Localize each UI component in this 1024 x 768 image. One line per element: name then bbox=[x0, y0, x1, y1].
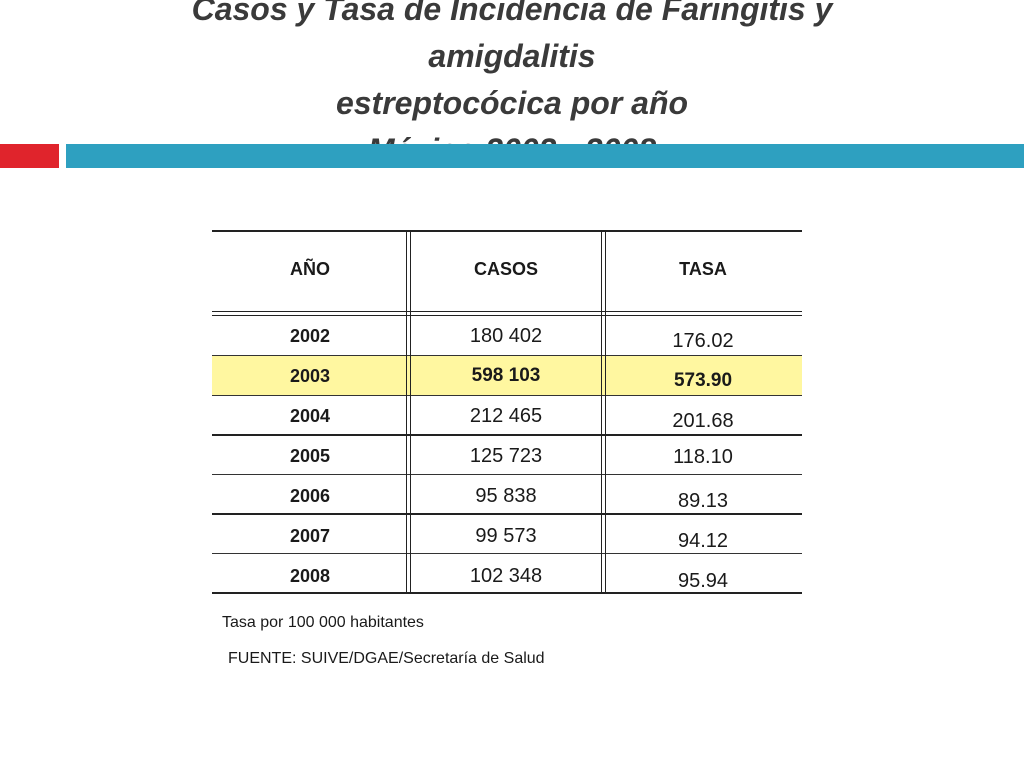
year-cell: 2007 bbox=[289, 525, 331, 546]
rate-cell: 118.10 bbox=[673, 445, 733, 468]
table-row: 2004 212 465 201.68 bbox=[212, 396, 802, 436]
cases-cell: 598 103 bbox=[471, 365, 541, 386]
year-cell: 2002 bbox=[289, 325, 331, 346]
table-row: 2006 95 838 89.13 bbox=[212, 476, 802, 516]
cases-cell: 125 723 bbox=[469, 444, 543, 467]
row-divider bbox=[212, 553, 802, 554]
title-line-2: amigdalitis bbox=[428, 38, 596, 74]
title-line-1: Casos y Tasa de Incidencia de Faringitis… bbox=[191, 0, 833, 27]
accent-bar-red bbox=[0, 144, 59, 168]
header-cases: CASOS bbox=[473, 258, 538, 279]
cases-cell: 102 348 bbox=[469, 564, 543, 587]
table-bottom-border bbox=[212, 592, 802, 594]
cases-cell: 180 402 bbox=[469, 324, 543, 347]
table-top-border bbox=[212, 230, 802, 232]
rate-footnote: Tasa por 100 000 habitantes bbox=[222, 614, 424, 631]
header-year: AÑO bbox=[290, 258, 330, 279]
year-cell: 2004 bbox=[289, 405, 331, 426]
row-divider bbox=[212, 434, 802, 436]
table-row: 2005 125 723 118.10 bbox=[212, 436, 802, 476]
table-row: 2002 180 402 176.02 bbox=[212, 316, 802, 356]
accent-bar-blue bbox=[66, 144, 1024, 168]
table-row: 2007 99 573 94.12 bbox=[212, 516, 802, 556]
table-row-highlighted: 2003 598 103 573.90 bbox=[212, 356, 802, 396]
cases-cell: 212 465 bbox=[469, 404, 543, 427]
cases-cell: 99 573 bbox=[475, 524, 537, 547]
rate-cell: 94.12 bbox=[677, 529, 729, 552]
row-divider bbox=[212, 513, 802, 515]
row-divider bbox=[212, 474, 802, 475]
column-divider bbox=[406, 230, 411, 594]
year-cell: 2008 bbox=[289, 565, 331, 586]
year-cell: 2005 bbox=[289, 445, 331, 466]
year-cell: 2003 bbox=[289, 365, 331, 386]
column-divider bbox=[601, 230, 606, 594]
year-cell: 2006 bbox=[289, 485, 331, 506]
source-note: FUENTE: SUIVE/DGAE/Secretaría de Salud bbox=[228, 650, 545, 667]
row-divider bbox=[212, 395, 802, 396]
rate-cell: 201.68 bbox=[672, 409, 734, 432]
cases-cell: 95 838 bbox=[475, 484, 537, 507]
title-line-3: estreptocócica por año bbox=[335, 85, 689, 121]
rate-cell: 573.90 bbox=[673, 370, 733, 391]
rate-cell: 95.94 bbox=[677, 569, 729, 592]
rate-cell: 176.02 bbox=[672, 329, 734, 352]
header-rate: TASA bbox=[679, 258, 727, 279]
incidence-table: AÑO CASOS TASA 2002 180 402 176.02 2003 … bbox=[212, 230, 802, 596]
row-divider bbox=[212, 355, 802, 356]
rate-cell: 89.13 bbox=[677, 489, 729, 512]
table-row: 2008 102 348 95.94 bbox=[212, 556, 802, 596]
table-header-row: AÑO CASOS TASA bbox=[212, 230, 802, 312]
header-divider bbox=[212, 311, 802, 316]
